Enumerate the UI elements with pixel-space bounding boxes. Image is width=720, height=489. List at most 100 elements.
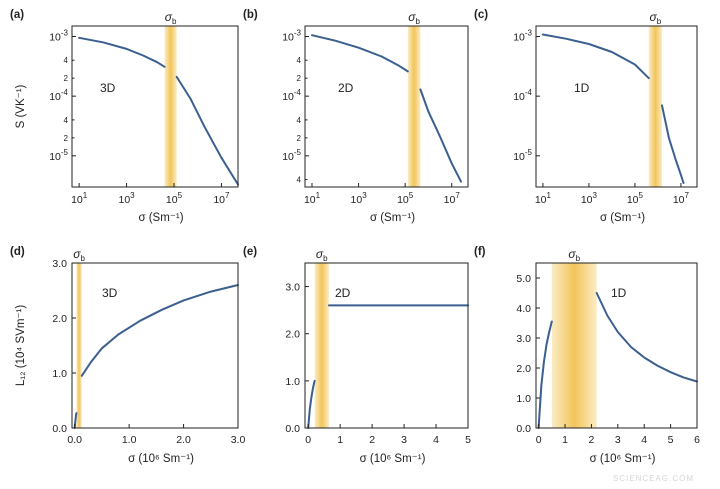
- y-tick-label: 2.0: [285, 329, 300, 341]
- series-line-1: [78, 36, 166, 68]
- x-tick-label: 0: [305, 434, 311, 446]
- y-tick-label: 10-5: [49, 148, 68, 163]
- y-tick-label: 10-3: [282, 29, 301, 44]
- y-tick-label: 10-5: [282, 148, 301, 163]
- panel-tag-e: (e): [243, 246, 257, 258]
- y-tick-label: 10-4: [282, 88, 301, 103]
- y-minor-tick-label: 4: [64, 116, 69, 125]
- series-line-2: [595, 292, 698, 383]
- y-tick-label: 3.0: [516, 333, 531, 345]
- x-tick-label: 3: [401, 434, 407, 446]
- x-tick-label: 4: [433, 434, 439, 446]
- sigma-b-label: σb: [568, 247, 580, 263]
- y-minor-tick-label: 2: [297, 74, 302, 83]
- x-tick-label: 103: [351, 191, 368, 206]
- y-minor-tick-label: 4: [297, 116, 302, 125]
- plot-frame: [304, 262, 469, 429]
- x-tick-label: 1: [337, 434, 343, 446]
- x-tick-label: 101: [535, 191, 552, 206]
- watermark-text: SCIENCEAG.COM: [612, 474, 694, 483]
- panel-tag-f: (f): [474, 246, 486, 258]
- chart-panel-f: σb 0 1 2 3 4 5 6 0.0 1.0 2.0 3.0 4.0 5.0 (f) 1D σ (10⁶ S…: [474, 246, 700, 465]
- y-tick-label: 1.0: [52, 368, 67, 380]
- x-tick-label: 101: [71, 191, 88, 206]
- x-tick-label: 103: [118, 191, 135, 206]
- plot-frame: [71, 262, 239, 429]
- y-tick-label: 10-3: [49, 29, 68, 44]
- series-line-2: [419, 88, 462, 183]
- x-tick-label: 107: [444, 191, 461, 206]
- chart-panel-b: σb 101 103 105 107 10-5 10-4 10-3 4 2 4 2 4 (b) 2D σ (S…: [243, 9, 469, 224]
- y-minor-tick-label: 2: [297, 134, 302, 143]
- sigma-b-label: σb: [650, 10, 662, 26]
- y-tick-label: 3.0: [52, 258, 67, 270]
- y-tick-label: 10-3: [513, 29, 532, 44]
- sigma-b-label: σb: [165, 10, 177, 26]
- series-line-1: [307, 379, 316, 429]
- plot-frame: [535, 25, 698, 188]
- y-tick-label: 10-4: [49, 88, 68, 103]
- x-tick-label: 1.0: [122, 434, 137, 446]
- x-tick-label: 6: [694, 434, 700, 446]
- y-tick-label: 10-4: [513, 88, 532, 103]
- chart-panel-c: σb 101 103 105 107 10-5 10-4 10-3 (c) 1D σ (Sm⁻¹): [474, 9, 698, 224]
- x-tick-label: 2: [369, 434, 375, 446]
- y-tick-label: 2.0: [52, 313, 67, 325]
- y-tick-label: 0.0: [516, 423, 531, 435]
- sigma-b-label: σb: [73, 247, 85, 263]
- x-tick-label: 2.0: [176, 434, 191, 446]
- inner-dimension-label: 3D: [100, 81, 116, 95]
- x-tick-label: 107: [213, 191, 230, 206]
- series-line-2: [175, 75, 239, 186]
- y-tick-label: 5.0: [516, 273, 531, 285]
- inner-dimension-label: 1D: [574, 81, 590, 95]
- sigma-b-band: [314, 263, 329, 428]
- y-minor-tick-label: 2: [64, 74, 69, 83]
- y-tick-label: 3.0: [285, 282, 300, 294]
- plot-frame: [71, 25, 239, 188]
- plot-frame: [304, 25, 469, 188]
- inner-dimension-label: 2D: [338, 81, 354, 95]
- y-minor-tick-label: 4: [297, 56, 302, 65]
- series-line-2: [661, 104, 685, 184]
- y-tick-label: 0.0: [285, 423, 300, 435]
- x-tick-label: 2: [589, 434, 595, 446]
- sigma-b-label: σb: [408, 10, 420, 26]
- x-axis-title: σ (Sm⁻¹): [600, 212, 645, 224]
- inner-dimension-label: 3D: [102, 286, 118, 300]
- sigma-b-band: [648, 26, 662, 187]
- plot-frame: [535, 262, 698, 429]
- x-axis-title: σ (10⁶ Sm⁻¹): [128, 453, 194, 465]
- x-tick-label: 5: [465, 434, 471, 446]
- x-tick-label: 103: [581, 191, 598, 206]
- sigma-b-band: [164, 26, 177, 187]
- y-tick-label: 1.0: [285, 376, 300, 388]
- sigma-b-band: [551, 263, 597, 428]
- x-tick-label: 3.0: [231, 434, 246, 446]
- y-axis-title: S (VK⁻¹): [15, 84, 27, 128]
- y-tick-label: 10-5: [513, 148, 532, 163]
- x-axis-title: σ (10⁶ Sm⁻¹): [360, 453, 426, 465]
- sigma-b-label: σb: [316, 247, 328, 263]
- x-axis-title: σ (10⁶ Sm⁻¹): [590, 453, 656, 465]
- x-tick-label: 4: [641, 434, 647, 446]
- series-line-1: [311, 34, 409, 73]
- x-tick-label: 5: [668, 434, 674, 446]
- x-tick-label: 107: [673, 191, 690, 206]
- x-tick-label: 105: [627, 191, 644, 206]
- x-axis-title: σ (Sm⁻¹): [138, 212, 183, 224]
- inner-dimension-label: 1D: [611, 286, 627, 300]
- panel-tag-d: (d): [10, 246, 25, 258]
- y-minor-tick-label: 4: [297, 176, 302, 185]
- x-tick-label: 1: [562, 434, 568, 446]
- panel-tag-a: (a): [10, 9, 24, 21]
- series-line-1: [541, 33, 650, 80]
- series-line-1: [537, 320, 553, 429]
- chart-panel-d: σb 0.0 1.0 2.0 3.0 0.0 1.0 2.0 3.0 (d) 3D σ (10⁶ Sm…: [10, 246, 245, 465]
- chart-panel-e: σb 0 1 2 3 4 5 0.0 1.0 2.0 3.0 (e) 2D σ (10⁶ Sm⁻¹): [243, 246, 471, 465]
- x-tick-label: 101: [304, 191, 321, 206]
- x-axis-title: σ (Sm⁻¹): [370, 212, 415, 224]
- x-tick-label: 3: [615, 434, 621, 446]
- y-tick-label: 0.0: [52, 423, 67, 435]
- panel-tag-b: (b): [243, 9, 258, 21]
